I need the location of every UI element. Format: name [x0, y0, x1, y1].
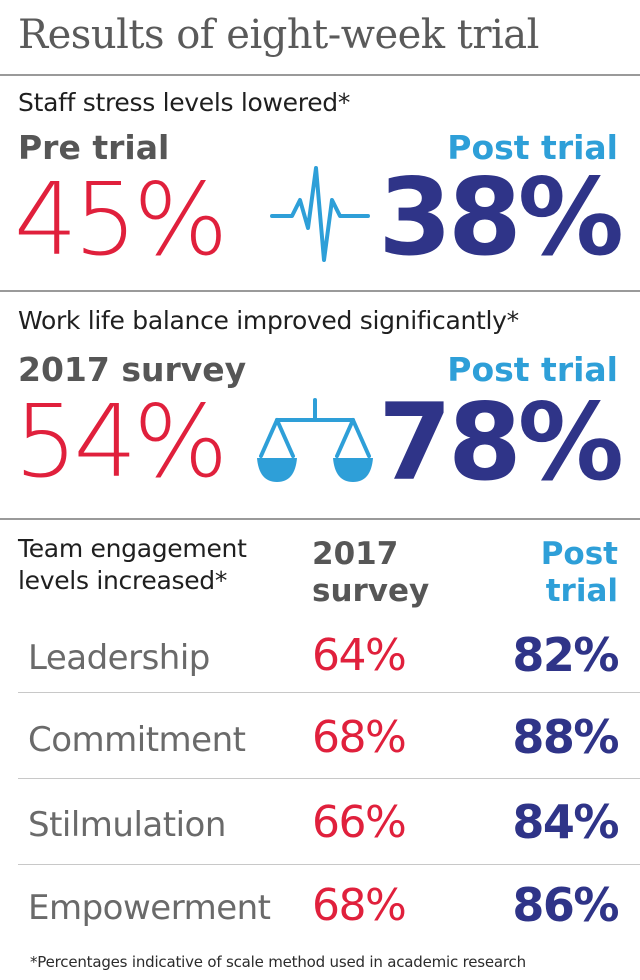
- engagement-heading-line2: levels increased*: [18, 566, 228, 595]
- engagement-row-before: 66%: [312, 797, 407, 848]
- engagement-row-after: 86%: [512, 878, 619, 932]
- stress-before-value: 45%: [14, 161, 228, 278]
- engagement-col-after: Post trial: [540, 536, 618, 610]
- footnote: *Percentages indicative of scale method …: [30, 953, 526, 971]
- row-divider: [18, 692, 640, 693]
- stress-after-value: 38%: [378, 156, 624, 279]
- engagement-row-after: 88%: [512, 710, 619, 764]
- section-divider-1: [0, 290, 640, 292]
- stress-before-label: Pre trial: [18, 128, 170, 167]
- balance-after-value: 78%: [378, 381, 624, 504]
- balance-before-value: 54%: [14, 383, 228, 500]
- page-title: Results of eight-week trial: [18, 12, 539, 58]
- title-divider: [0, 74, 640, 76]
- engagement-row-before: 68%: [312, 880, 407, 931]
- engagement-row-label: Commitment: [28, 720, 246, 760]
- balance-heading: Work life balance improved significantly…: [18, 306, 519, 335]
- scales-icon: [257, 398, 373, 482]
- row-divider: [18, 778, 640, 779]
- engagement-row-before: 68%: [312, 712, 407, 763]
- heartbeat-icon: [270, 166, 370, 262]
- engagement-col-before: 2017 survey: [312, 536, 430, 610]
- engagement-row-after: 82%: [512, 628, 619, 682]
- row-divider: [18, 864, 640, 865]
- engagement-row-before: 64%: [312, 630, 407, 681]
- stress-after-label: Post trial: [447, 128, 618, 167]
- balance-after-label: Post trial: [447, 350, 618, 389]
- engagement-row-label: Empowerment: [28, 888, 271, 928]
- balance-before-label: 2017 survey: [18, 350, 247, 389]
- engagement-row-label: Leadership: [28, 638, 210, 678]
- engagement-row-label: Stilmulation: [28, 805, 226, 845]
- section-divider-2: [0, 518, 640, 520]
- engagement-row-after: 84%: [512, 795, 619, 849]
- stress-heading: Staff stress levels lowered*: [18, 88, 351, 117]
- engagement-heading-line1: Team engagement: [18, 534, 247, 563]
